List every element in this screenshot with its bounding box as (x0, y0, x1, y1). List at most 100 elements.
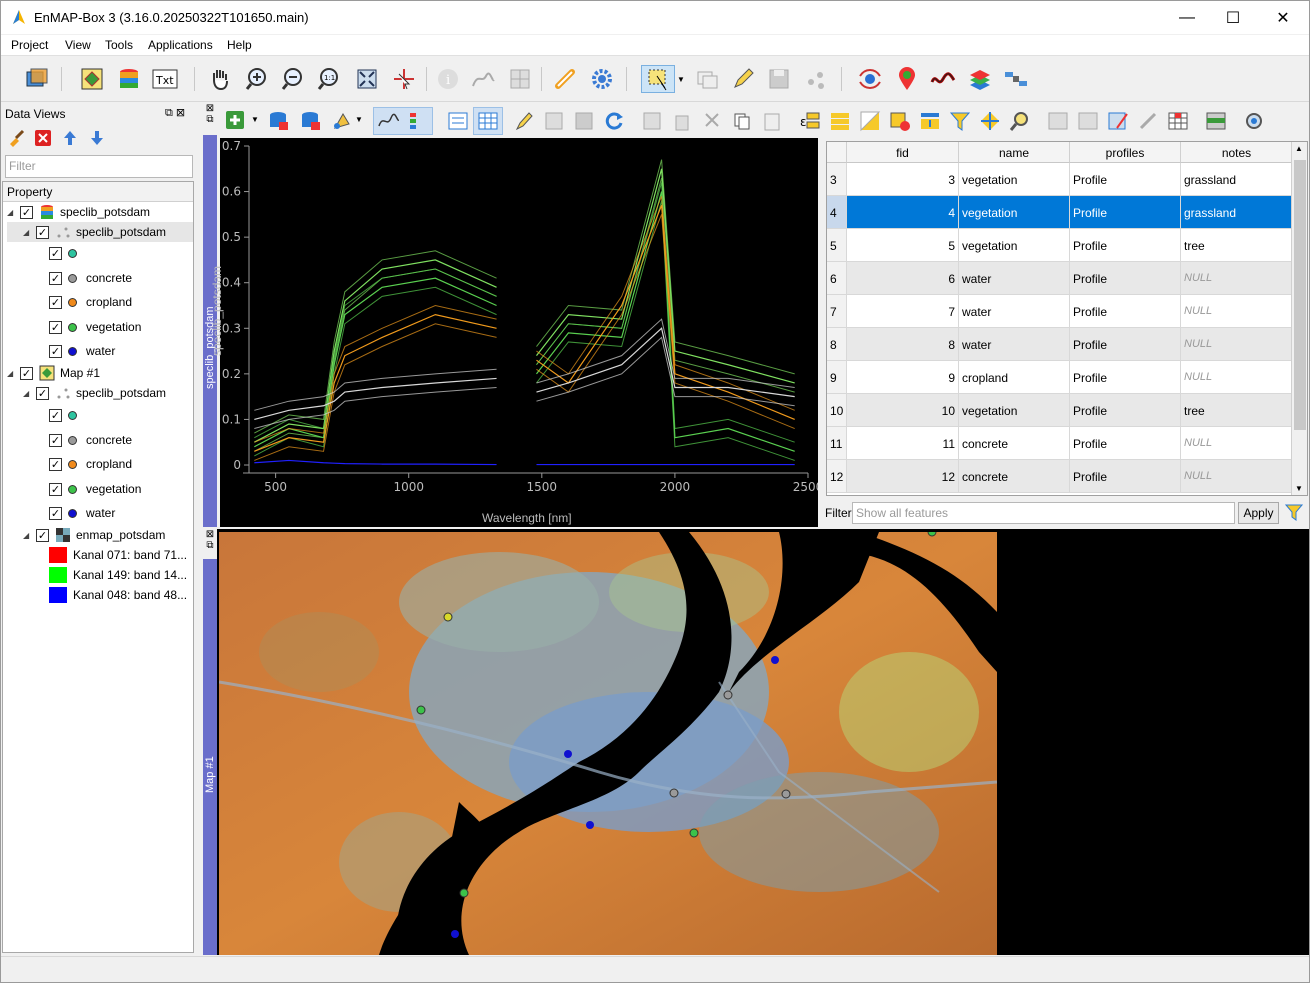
table-row[interactable]: 5 5 vegetation Profile tree (827, 229, 1293, 262)
table-cell-notes[interactable]: grassland (1181, 196, 1293, 229)
chevron-down-icon[interactable]: ▼ (251, 115, 259, 124)
table-cell-fid[interactable]: 11 (847, 427, 959, 460)
column-header-name[interactable]: name (959, 142, 1070, 163)
map-canvas[interactable] (219, 532, 997, 955)
layers-button[interactable] (966, 65, 994, 93)
series-line-concrete[interactable] (254, 377, 497, 421)
remove-icon[interactable] (34, 129, 52, 147)
table-cell-row-header[interactable]: 9 (827, 361, 847, 394)
column-header-fid[interactable]: fid (847, 142, 959, 163)
zoom-to-selection-icon[interactable] (1009, 110, 1031, 132)
table-cell-fid[interactable]: 4 (847, 196, 959, 229)
table-row[interactable]: 10 10 vegetation Profile tree (827, 394, 1293, 427)
table-cell-fid[interactable]: 12 (847, 460, 959, 493)
table-cell-notes[interactable]: NULL (1181, 295, 1293, 328)
delete-field-icon[interactable] (1077, 110, 1099, 132)
table-cell-name[interactable]: water (959, 295, 1070, 328)
table-cell-profiles[interactable]: Profile (1070, 163, 1181, 196)
table-cell-row-header[interactable]: 3 (827, 163, 847, 196)
add-data-source-button[interactable] (22, 65, 50, 93)
series-line-vegetation[interactable] (536, 168, 795, 384)
edit-field-icon[interactable] (1107, 110, 1129, 132)
legend-item-cropland[interactable]: ✓ cropland (49, 295, 133, 309)
organize-columns-icon[interactable] (1205, 110, 1227, 132)
table-row[interactable]: 6 6 water Profile NULL (827, 262, 1293, 295)
table-cell-row-header[interactable]: 5 (827, 229, 847, 262)
data-views-filter-input[interactable]: Filter (5, 155, 193, 178)
table-cell-row-header[interactable]: 8 (827, 328, 847, 361)
table-cell-profiles[interactable]: Profile (1070, 262, 1181, 295)
table-cell-row-header[interactable]: 4 (827, 196, 847, 229)
table-cell-profiles[interactable]: Profile (1070, 295, 1181, 328)
table-cell-fid[interactable]: 7 (847, 295, 959, 328)
table-cell-notes[interactable]: NULL (1181, 460, 1293, 493)
table-cell-name[interactable]: concrete (959, 460, 1070, 493)
series-line-concrete[interactable] (536, 318, 795, 389)
menu-tools[interactable]: Tools (105, 38, 134, 52)
table-cell-row-header[interactable]: 12 (827, 460, 847, 493)
add-feature-icon[interactable] (641, 110, 663, 132)
brush-icon[interactable] (7, 129, 25, 147)
edit-button[interactable] (729, 65, 757, 93)
paste-icon[interactable] (761, 110, 783, 132)
menu-project[interactable]: Project (11, 38, 49, 52)
table-cell-name[interactable]: vegetation (959, 163, 1070, 196)
table-cell-fid[interactable]: 9 (847, 361, 959, 394)
table-cell-profiles[interactable]: Profile (1070, 394, 1181, 427)
filter-expression-input[interactable]: Show all features (852, 502, 1235, 524)
table-cell-name[interactable]: vegetation (959, 394, 1070, 427)
series-line-vegetation[interactable] (254, 268, 497, 439)
filter-icon[interactable] (949, 110, 971, 132)
series-line-vegetation[interactable] (536, 159, 795, 375)
open-speclib-button[interactable] (115, 65, 143, 93)
series-line-water[interactable] (254, 459, 497, 466)
series-line-vegetation[interactable] (536, 200, 795, 461)
dock-settings-icon[interactable] (1243, 110, 1265, 132)
table-row[interactable]: 3 3 vegetation Profile grassland (827, 163, 1293, 196)
series-line-cropland[interactable] (254, 313, 497, 452)
column-header-notes[interactable]: notes (1181, 142, 1293, 163)
add-profile-icon[interactable] (225, 110, 245, 130)
table-cell-row-header[interactable]: 7 (827, 295, 847, 328)
table-cell-notes[interactable]: NULL (1181, 427, 1293, 460)
table-cell-row-header[interactable]: 11 (827, 427, 847, 460)
invert-selection-icon[interactable] (859, 110, 881, 132)
menu-view[interactable]: View (65, 38, 91, 52)
pixel-grid-button[interactable] (506, 65, 534, 93)
table-cell-profiles[interactable]: Profile (1070, 328, 1181, 361)
database-icon[interactable] (267, 110, 289, 132)
plot-canvas[interactable]: 0 0.1 0.2 0.3 0.4 0.5 0.6 0.7 500 1000 1500 2000 250… (220, 138, 823, 527)
dock-close-float-icons[interactable]: ⊠ ⧉ (203, 529, 217, 559)
table-row[interactable]: 12 12 concrete Profile NULL (827, 460, 1293, 493)
table-cell-name[interactable]: cropland (959, 361, 1070, 394)
zoom-full-button[interactable] (353, 65, 381, 93)
new-field-icon[interactable] (1047, 110, 1069, 132)
form-view-icon[interactable] (447, 110, 469, 132)
table-cell-fid[interactable]: 8 (847, 328, 959, 361)
identify-cursor-button[interactable] (390, 65, 418, 93)
identify-button[interactable]: i (434, 65, 462, 93)
multi-edit-icon[interactable] (543, 110, 565, 132)
legend-item[interactable]: ✓ (49, 405, 86, 425)
series-line-vegetation[interactable] (536, 182, 795, 443)
table-cell-fid[interactable]: 5 (847, 229, 959, 262)
zoom-in-button[interactable] (243, 65, 271, 93)
move-selection-top-icon[interactable] (919, 110, 941, 132)
location-button[interactable] (893, 65, 921, 93)
add-point-button[interactable] (802, 65, 830, 93)
table-cell-notes[interactable]: NULL (1181, 262, 1293, 295)
select-features-button[interactable] (641, 65, 675, 93)
copy-icon[interactable] (731, 110, 753, 132)
series-line-vegetation[interactable] (254, 286, 497, 457)
maximize-button[interactable]: ☐ (1225, 9, 1241, 27)
table-cell-profiles[interactable]: Profile (1070, 427, 1181, 460)
table-cell-profiles[interactable]: Profile (1070, 196, 1181, 229)
minimize-button[interactable]: — (1179, 8, 1195, 26)
table-cell-notes[interactable]: grassland (1181, 163, 1293, 196)
sensor-button[interactable] (1002, 65, 1030, 93)
table-cell-fid[interactable]: 6 (847, 262, 959, 295)
database-save-icon[interactable] (299, 110, 321, 132)
table-cell-name[interactable]: concrete (959, 427, 1070, 460)
legend-item-concrete[interactable]: ✓ concrete (49, 433, 133, 447)
legend-item-cropland[interactable]: ✓ cropland (49, 457, 133, 471)
